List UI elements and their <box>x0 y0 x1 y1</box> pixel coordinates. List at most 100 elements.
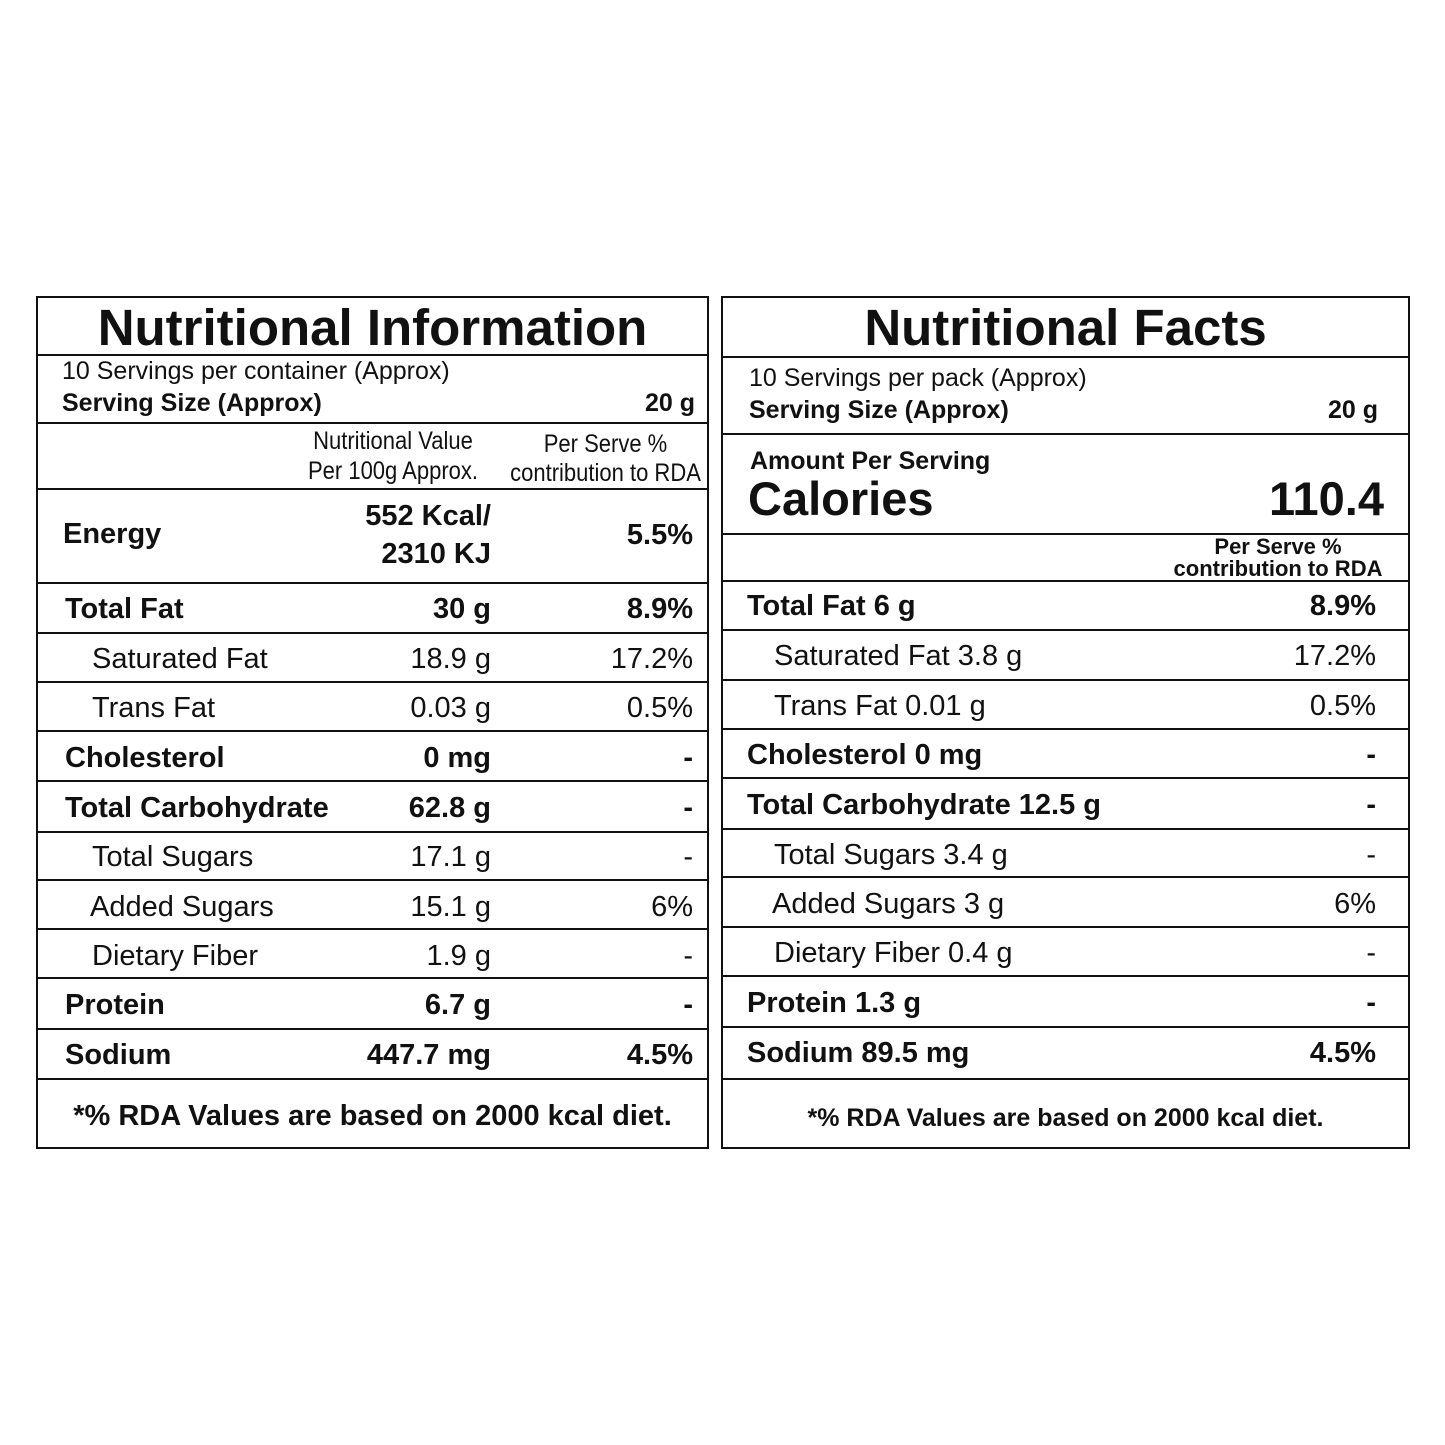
nutrient-label: Saturated Fat 3.8 g <box>774 640 1023 672</box>
nutrient-rda: 4.5% <box>626 1039 693 1071</box>
nutrient-rda: - <box>1366 937 1376 969</box>
divider <box>723 777 1408 779</box>
serving-size-value: 20 g <box>1327 396 1378 424</box>
calories-label: Calories <box>748 472 934 525</box>
divider <box>38 831 707 833</box>
divider <box>723 1026 1408 1028</box>
nutrient-rda: 17.2% <box>1293 640 1376 672</box>
divider <box>38 488 707 490</box>
divider <box>38 422 707 424</box>
divider <box>38 582 707 584</box>
divider <box>723 926 1408 928</box>
nutrient-value: 18.9 g <box>410 643 491 675</box>
divider <box>723 1078 1408 1080</box>
nutrient-label: Protein <box>65 989 165 1021</box>
nutrient-value: 1.9 g <box>426 940 492 972</box>
nutrient-label: Trans Fat 0.01 g <box>774 690 986 722</box>
divider <box>723 876 1408 878</box>
nutrient-label: Total Fat 6 g <box>747 590 916 622</box>
nutrient-label: Trans Fat <box>92 692 216 724</box>
nutrient-rda: 6% <box>1334 888 1376 920</box>
panel-title: Nutritional Facts <box>864 299 1267 356</box>
servings-per-pack: 10 Servings per pack (Approx) <box>749 364 1087 392</box>
panel-title: Nutritional Information <box>97 299 648 356</box>
nutrient-label: Added Sugars 3 g <box>772 888 1005 920</box>
nutrient-label: Energy <box>63 518 162 550</box>
nutrient-rda: 4.5% <box>1309 1037 1376 1069</box>
nutrient-value: 15.1 g <box>410 891 491 923</box>
divider <box>723 828 1408 830</box>
nutrient-value: 17.1 g <box>410 841 491 873</box>
nutrient-label: Total Sugars <box>92 841 254 873</box>
nutritional-facts-panel: Nutritional Facts 10 Servings per pack (… <box>721 296 1410 1149</box>
nutrient-label: Total Sugars 3.4 g <box>774 839 1008 871</box>
nutrient-value: 62.8 g <box>408 792 491 824</box>
nutrient-rda: 8.9% <box>626 593 693 625</box>
nutrient-label: Dietary Fiber 0.4 g <box>774 937 1013 969</box>
nutrient-label: Saturated Fat <box>92 643 268 675</box>
col-header-rda-line2: contribution to RDA <box>1173 556 1383 581</box>
nutrient-value: 6.7 g <box>424 989 491 1021</box>
nutrient-rda: 8.9% <box>1309 590 1376 622</box>
serving-size-label: Serving Size (Approx) <box>62 389 322 417</box>
divider <box>38 354 707 356</box>
divider <box>38 681 707 683</box>
nutrient-label: Sodium 89.5 mg <box>747 1037 970 1069</box>
nutrient-rda: - <box>683 742 693 774</box>
col-header-rda-line1: Per Serve % <box>1214 534 1342 559</box>
nutrient-label: Dietary Fiber <box>92 940 258 972</box>
nutrient-rda: - <box>683 841 693 873</box>
calories-value: 110.4 <box>1268 472 1384 525</box>
nutrient-rda: - <box>683 940 693 972</box>
nutrient-label: Total Carbohydrate <box>65 792 329 824</box>
energy-kcal: 552 Kcal/ <box>365 500 491 532</box>
divider <box>38 1028 707 1030</box>
divider <box>38 977 707 979</box>
nutritional-information-panel: Nutritional Information 10 Servings per … <box>36 296 709 1149</box>
nutrient-value: 30 g <box>432 593 491 625</box>
nutrient-label: Cholesterol 0 mg <box>747 739 983 771</box>
nutrient-label: Cholesterol <box>65 742 225 774</box>
col-header-value-line2: Per 100g Approx. <box>307 457 479 485</box>
divider <box>38 632 707 634</box>
divider <box>38 1078 707 1080</box>
divider <box>38 730 707 732</box>
col-header-value-line1: Nutritional Value <box>313 427 473 455</box>
divider <box>723 679 1408 681</box>
divider <box>723 580 1408 582</box>
nutrient-rda: - <box>683 792 693 824</box>
servings-per-container: 10 Servings per container (Approx) <box>62 357 450 385</box>
divider <box>723 975 1408 977</box>
nutrient-value: 0 mg <box>423 742 491 774</box>
divider <box>38 879 707 881</box>
nutrient-label: Total Carbohydrate 12.5 g <box>747 789 1101 821</box>
nutrient-rda: 0.5% <box>626 692 693 724</box>
rda-footnote: *% RDA Values are based on 2000 kcal die… <box>807 1104 1324 1132</box>
nutrient-rda: 0.5% <box>1309 690 1376 722</box>
serving-size-label: Serving Size (Approx) <box>749 396 1009 424</box>
nutrient-rda: 6% <box>651 891 693 923</box>
divider <box>38 928 707 930</box>
rda-footnote: *% RDA Values are based on 2000 kcal die… <box>73 1100 672 1132</box>
divider <box>723 728 1408 730</box>
energy-rda: 5.5% <box>626 519 693 551</box>
divider <box>723 629 1408 631</box>
divider <box>723 433 1408 435</box>
nutrient-rda: - <box>683 989 693 1021</box>
divider <box>38 780 707 782</box>
nutrient-rda: - <box>1366 789 1376 821</box>
nutrient-rda: - <box>1366 739 1376 771</box>
serving-size-value: 20 g <box>644 389 695 417</box>
col-header-rda-line2: contribution to RDA <box>510 459 701 487</box>
nutrient-rda: - <box>1366 987 1376 1019</box>
nutrient-label: Added Sugars <box>90 891 274 923</box>
divider <box>723 356 1408 358</box>
nutrient-rda: 17.2% <box>610 643 693 675</box>
col-header-rda-line1: Per Serve % <box>543 430 668 458</box>
nutrient-label: Sodium <box>65 1039 172 1071</box>
energy-kj: 2310 KJ <box>381 538 491 570</box>
divider <box>723 533 1408 535</box>
nutrient-label: Protein 1.3 g <box>747 987 922 1019</box>
nutrient-value: 447.7 mg <box>366 1039 491 1071</box>
nutrient-rda: - <box>1366 839 1376 871</box>
